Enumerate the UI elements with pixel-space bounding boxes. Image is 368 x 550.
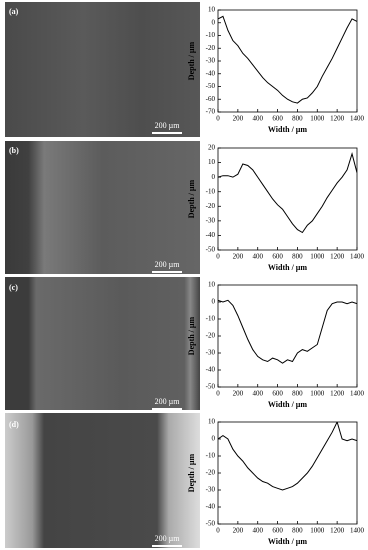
x-tick-label: 1200 xyxy=(330,253,345,261)
x-tick-label: 1400 xyxy=(350,253,365,261)
x-tick-label: 800 xyxy=(292,253,303,261)
x-tick-label: 1200 xyxy=(330,115,345,123)
panel-label: (b) xyxy=(9,146,19,155)
y-tick-label: -30 xyxy=(206,57,216,65)
panel-label: (c) xyxy=(9,283,18,292)
x-axis-label: Width / µm xyxy=(268,537,307,546)
depth-profile xyxy=(218,422,357,491)
y-tick-label: -30 xyxy=(206,349,216,357)
y-tick-label: 10 xyxy=(208,418,216,426)
x-tick-label: 200 xyxy=(233,253,244,261)
y-tick-label: -50 xyxy=(206,520,216,528)
y-tick-label: -40 xyxy=(206,69,216,77)
x-tick-label: 1000 xyxy=(310,390,325,398)
y-tick-label: -40 xyxy=(206,231,216,239)
y-tick-label: -20 xyxy=(206,469,216,477)
y-tick-label: 20 xyxy=(208,144,216,152)
y-tick-label: -70 xyxy=(206,108,216,116)
sem-image xyxy=(5,413,200,548)
panel-label: (d) xyxy=(9,420,19,429)
x-tick-label: 0 xyxy=(216,115,220,123)
depth-profile xyxy=(218,15,357,104)
x-tick-label: 600 xyxy=(272,115,283,123)
x-tick-label: 400 xyxy=(252,253,263,261)
y-tick-label: -10 xyxy=(206,452,216,460)
y-tick-label: -30 xyxy=(206,216,216,224)
y-axis-label: Depth / µm xyxy=(187,179,196,218)
plot-frame xyxy=(217,147,358,251)
x-axis-label: Width / µm xyxy=(268,125,307,134)
x-axis-label: Width / µm xyxy=(268,400,307,409)
x-tick-label: 1200 xyxy=(330,527,345,535)
y-tick-label: -40 xyxy=(206,503,216,511)
scale-bar-label: 200 µm xyxy=(155,260,181,269)
x-tick-label: 400 xyxy=(252,390,263,398)
scale-bar-label: 200 µm xyxy=(155,397,181,406)
x-axis-label: Width / µm xyxy=(268,263,307,272)
y-tick-label: -20 xyxy=(206,202,216,210)
x-tick-label: 0 xyxy=(216,527,220,535)
y-tick-label: 10 xyxy=(208,158,216,166)
x-tick-label: 800 xyxy=(292,390,303,398)
x-tick-label: 0 xyxy=(216,253,220,261)
x-tick-label: 600 xyxy=(272,253,283,261)
sem-image xyxy=(5,277,200,410)
y-tick-label: -10 xyxy=(206,187,216,195)
y-tick-label: 0 xyxy=(212,298,216,306)
panel-label: (a) xyxy=(9,7,19,16)
x-tick-label: 1400 xyxy=(350,527,365,535)
y-axis-label: Depth / µm xyxy=(187,41,196,80)
y-tick-label: -50 xyxy=(206,82,216,90)
y-tick-label: -10 xyxy=(206,31,216,39)
y-tick-label: -50 xyxy=(206,246,216,254)
scale-bar-label: 200 µm xyxy=(155,534,181,543)
x-tick-label: 400 xyxy=(252,527,263,535)
depth-profile xyxy=(218,299,357,364)
plot-frame xyxy=(217,421,358,525)
x-tick-label: 1000 xyxy=(310,527,325,535)
x-tick-label: 200 xyxy=(233,390,244,398)
y-tick-label: 0 xyxy=(212,18,216,26)
y-tick-label: -10 xyxy=(206,315,216,323)
plot-frame xyxy=(217,284,358,388)
depth-profile xyxy=(218,152,357,234)
x-tick-label: 1000 xyxy=(310,253,325,261)
x-tick-label: 1400 xyxy=(350,390,365,398)
x-tick-label: 600 xyxy=(272,527,283,535)
y-tick-label: 0 xyxy=(212,173,216,181)
x-tick-label: 800 xyxy=(292,527,303,535)
y-tick-label: 10 xyxy=(208,281,216,289)
x-tick-label: 800 xyxy=(292,115,303,123)
sem-image xyxy=(5,141,200,274)
y-tick-label: 10 xyxy=(208,6,216,14)
y-tick-label: -50 xyxy=(206,383,216,391)
y-tick-label: -40 xyxy=(206,366,216,374)
plot-frame xyxy=(217,9,358,113)
x-tick-label: 200 xyxy=(233,115,244,123)
y-tick-label: -30 xyxy=(206,486,216,494)
scale-bar-label: 200 µm xyxy=(155,121,181,130)
y-axis-label: Depth / µm xyxy=(187,453,196,492)
y-tick-label: -60 xyxy=(206,95,216,103)
x-tick-label: 1400 xyxy=(350,115,365,123)
y-tick-label: -20 xyxy=(206,332,216,340)
y-axis-label: Depth / µm xyxy=(187,316,196,355)
x-tick-label: 400 xyxy=(252,115,263,123)
x-tick-label: 1200 xyxy=(330,390,345,398)
y-tick-label: -20 xyxy=(206,44,216,52)
x-tick-label: 1000 xyxy=(310,115,325,123)
x-tick-label: 600 xyxy=(272,390,283,398)
x-tick-label: 0 xyxy=(216,390,220,398)
y-tick-label: 0 xyxy=(212,435,216,443)
sem-image xyxy=(5,2,200,137)
x-tick-label: 200 xyxy=(233,527,244,535)
